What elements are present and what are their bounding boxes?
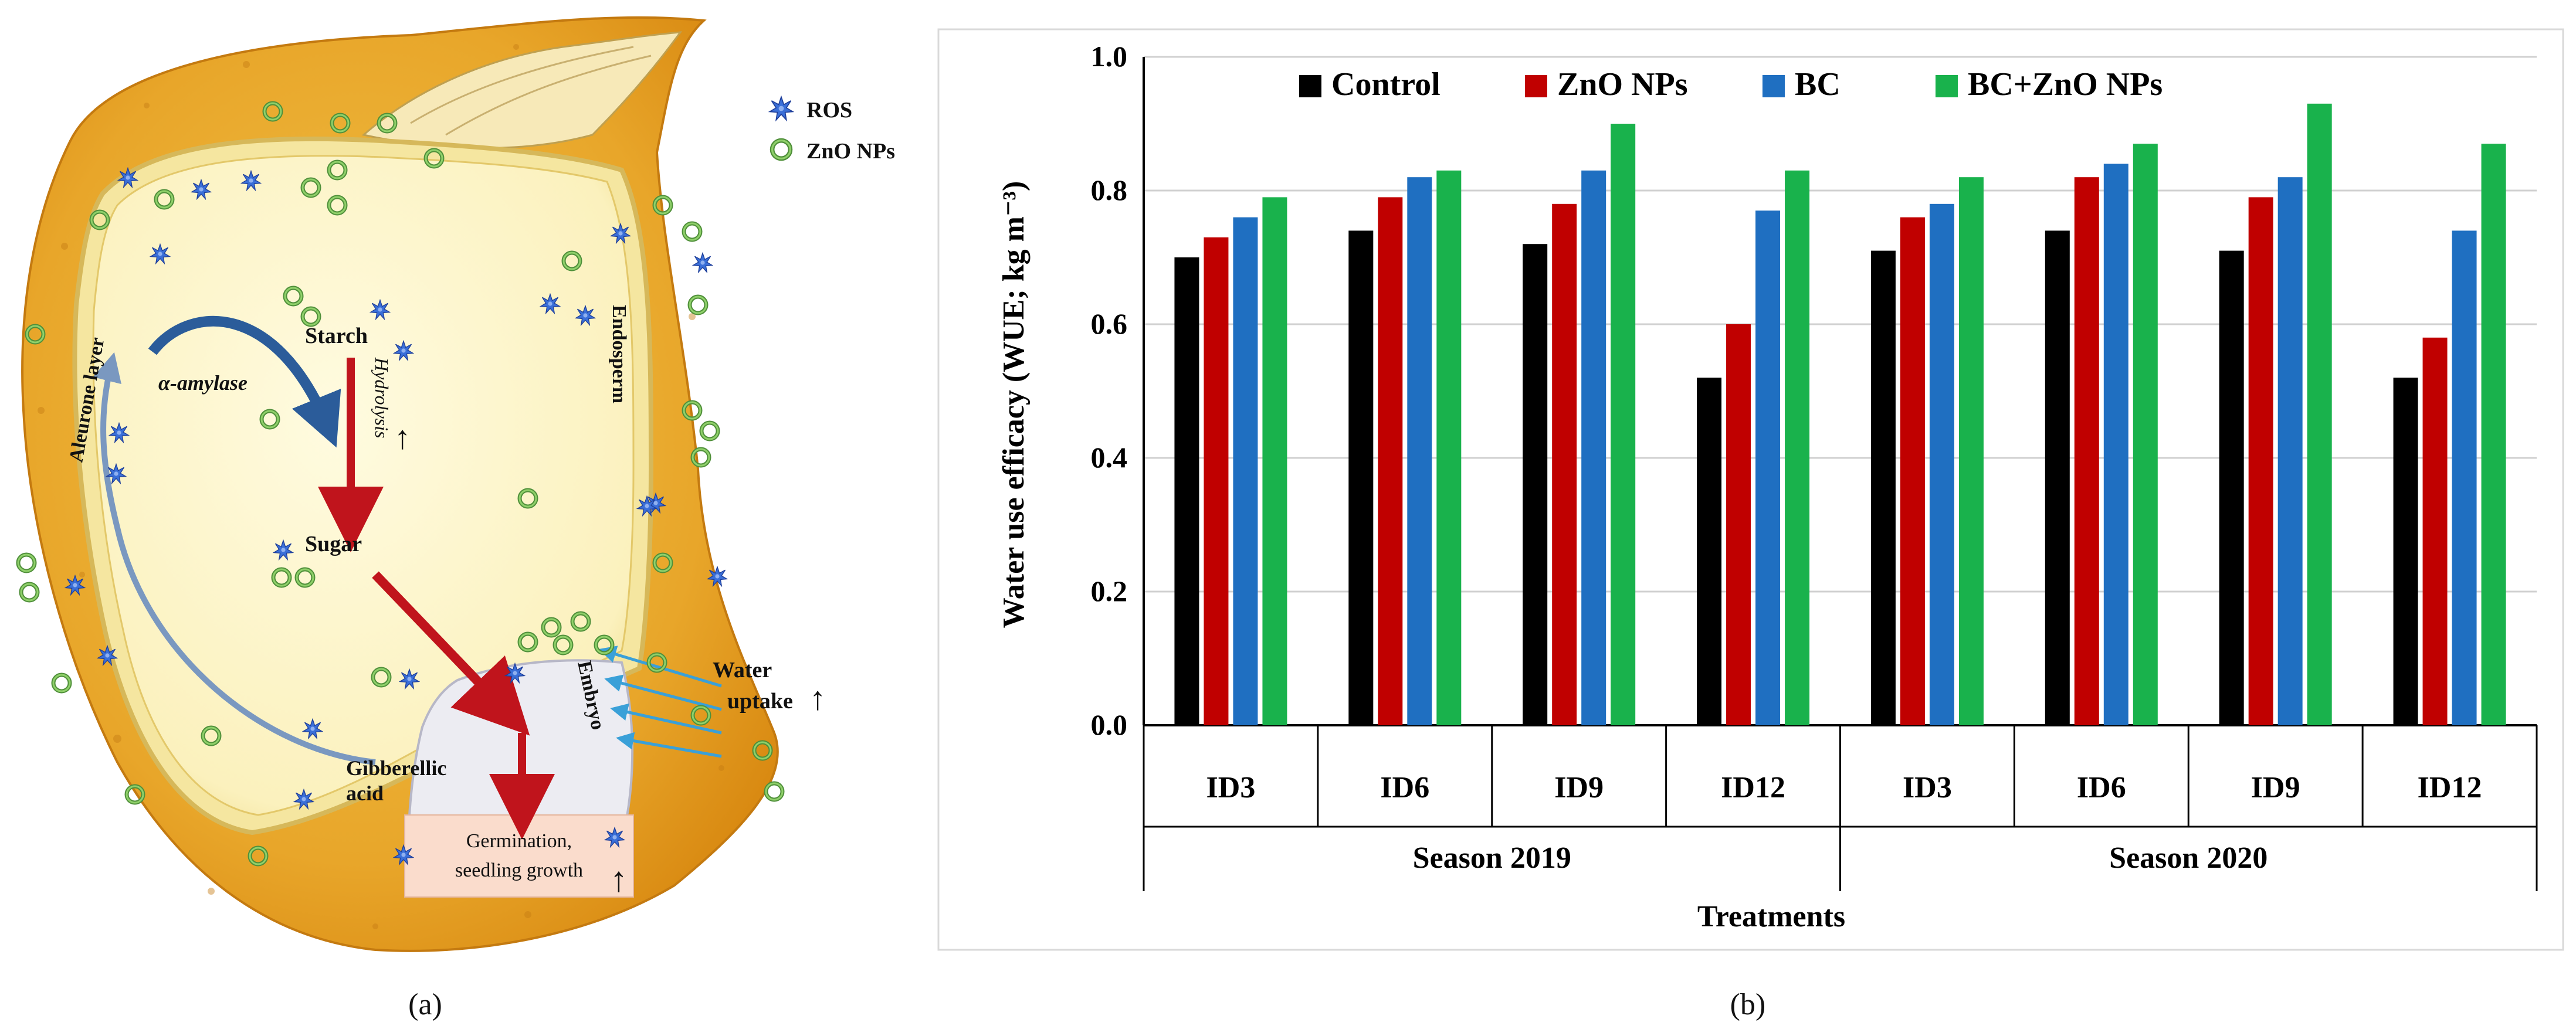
ring-icon [772,141,791,159]
bar [2133,144,2158,725]
group-label: Season 2020 [2109,841,2267,875]
y-tick-label: 1.0 [1091,40,1128,73]
y-tick-label: 0.6 [1091,307,1128,340]
bar [1581,170,1606,725]
bar [2393,378,2418,725]
sugar-to-embryo-arrow [372,571,530,736]
bar [2307,103,2332,725]
bar [1348,230,1374,725]
bar [1785,170,1810,725]
water-uptake-arrows [598,646,722,758]
x-tick-label: ID12 [2418,771,2482,804]
alpha-amylase-label: α-amylase [158,371,248,395]
starch-label: Starch [305,324,368,348]
bars [1174,103,2506,726]
coat-texture [38,44,724,929]
bar [1755,210,1781,725]
seed-tip [361,31,683,149]
legend-zno-label: ZnO NPs [806,139,895,164]
bar [2219,250,2244,726]
bar [1552,203,1577,725]
bar [1929,203,1954,725]
panel-a-label: (a) [408,988,442,1021]
alpha-amylase-arrow [148,315,341,448]
gibberellic-label-line1: Gibberellic [346,756,446,780]
diagram-legend: ROS ZnO NPs [769,96,895,164]
bar [1262,197,1287,725]
y-tick-label: 0.2 [1091,575,1128,607]
legend-swatch [1525,75,1547,97]
legend-label: Control [1331,66,1440,103]
gridlines [1144,56,2537,726]
bar [1523,244,1548,725]
group-label: Season 2019 [1413,841,1571,875]
x-tick-label: ID3 [1903,771,1952,804]
bar [1900,217,1925,726]
gibberellic-arrow [93,352,376,765]
water-up-arrow: ↑ [809,681,826,717]
y-axis-title: Water use efficacy (WUE; kg m⁻³) [997,181,1031,629]
bar [2045,230,2070,725]
x-tick-label: ID3 [1206,771,1256,804]
tip-line [445,55,652,136]
x-axis: ID3 ID6 ID9 ID12 ID3 ID6 ID9 ID12 Season 2019 Sea… [1143,725,2538,891]
germination-label-line2: seedling growth [455,860,583,881]
legend-label: ZnO NPs [1557,66,1688,103]
sugar-label: Sugar [305,532,362,556]
legend-swatch [1299,75,1321,97]
gibberellic-label-line2: acid [346,782,384,805]
y-tick-label: 0.4 [1091,441,1128,474]
bar [1174,257,1199,725]
germination-label-line1: Germination, [466,830,572,852]
bar [2103,164,2128,725]
germination-box [404,814,634,898]
legend-label: BC [1795,66,1841,103]
x-tick-label: ID9 [1554,771,1604,804]
panel-b-label: (b) [1730,988,1766,1021]
bar [2452,230,2477,725]
bar [2277,177,2303,725]
bar [1726,324,1751,725]
bar [1378,197,1403,725]
endosperm-label: Endosperm [608,305,630,403]
y-tick-label: 0.0 [1091,708,1128,741]
hydrolysis-label: Hydrolysis [371,357,392,438]
legend-ros-label: ROS [806,98,852,123]
x-tick-label: ID9 [2251,771,2300,804]
bar [1611,124,1636,725]
wue-bar-chart: 0.00.20.40.60.81.0 ID3 ID6 ID9 ID12 ID3 ID6 ID… [937,28,2564,951]
bar [1697,378,1722,725]
seed-diagram: Starch α-amylase Hydrolysis ↑ Sugar Aleu… [18,16,826,952]
bar [1870,250,1896,726]
hydrolysis-up-arrow: ↑ [394,420,411,456]
bar [1407,177,1432,725]
x-tick-label: ID6 [2077,771,2126,804]
water-label-line2: uptake [727,689,793,714]
legend-label: BC+ZnO NPs [1968,66,2163,103]
bar [1436,170,1462,725]
x-axis-title: Treatments [1697,900,1845,933]
germination-up-arrow: ↑ [610,860,628,899]
x-tick-label: ID12 [1721,771,1785,804]
bar [1958,177,1984,725]
bar [2248,197,2273,725]
x-tick-label: ID6 [1380,771,1429,804]
chart-legend: Control ZnO NPs BC BC+ZnO NPs [1299,66,2163,103]
y-tick-label: 0.8 [1091,174,1128,206]
legend-swatch [1762,75,1785,97]
bar [1204,237,1229,725]
y-axis-ticks: 0.0 0.2 0.4 0.6 0.8 1.0 [1091,40,1145,741]
water-label-line1: Water [713,658,772,682]
bar [1233,217,1258,726]
legend-swatch [1936,75,1958,97]
bar [2422,337,2448,725]
bar [2074,177,2099,725]
bar [2481,144,2506,725]
tip-line [410,46,634,124]
star-icon [769,96,794,121]
